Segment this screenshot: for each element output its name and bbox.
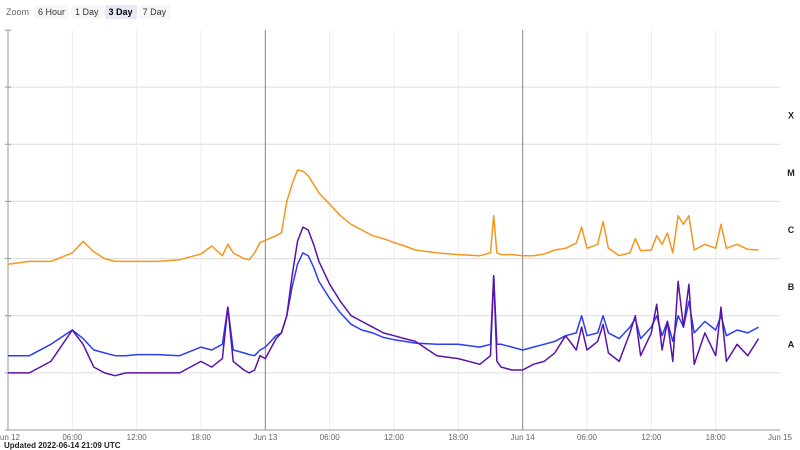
zoom-bar: Zoom 6 Hour 1 Day 3 Day 7 Day	[6, 4, 172, 20]
x-tick-label: Jun 13	[253, 433, 278, 442]
class-label-m: M	[787, 168, 795, 178]
x-tick-label: 06:00	[320, 433, 341, 442]
x-tick-label: 12:00	[384, 433, 405, 442]
zoom-6-hour-button[interactable]: 6 Hour	[34, 5, 70, 19]
x-tick-label: 12:00	[127, 433, 148, 442]
series-line-1	[8, 252, 759, 357]
zoom-1-day-button[interactable]: 1 Day	[71, 5, 103, 19]
x-tick-label: 18:00	[191, 433, 212, 442]
updated-timestamp: Updated 2022-06-14 21:09 UTC	[4, 441, 121, 450]
x-tick-label: 18:00	[706, 433, 727, 442]
series-line-0	[7, 169, 759, 266]
zoom-7-day-button[interactable]: 7 Day	[138, 5, 171, 19]
class-label-x: X	[788, 111, 794, 121]
class-label-b: B	[788, 282, 795, 292]
x-tick-label: Jun 15	[768, 433, 793, 442]
class-label-a: A	[788, 339, 795, 349]
x-tick-label: Jun 12	[0, 433, 21, 442]
zoom-label: Zoom	[6, 7, 30, 17]
class-label-c: C	[788, 225, 795, 235]
series-line-2	[8, 226, 760, 377]
zoom-3-day-button[interactable]: 3 Day	[104, 5, 137, 19]
x-tick-label: Jun 14	[511, 433, 536, 442]
x-tick-label: 06:00	[577, 433, 598, 442]
x-tick-label: 12:00	[641, 433, 662, 442]
x-tick-label: 18:00	[448, 433, 469, 442]
x-tick-label: 06:00	[62, 433, 83, 442]
